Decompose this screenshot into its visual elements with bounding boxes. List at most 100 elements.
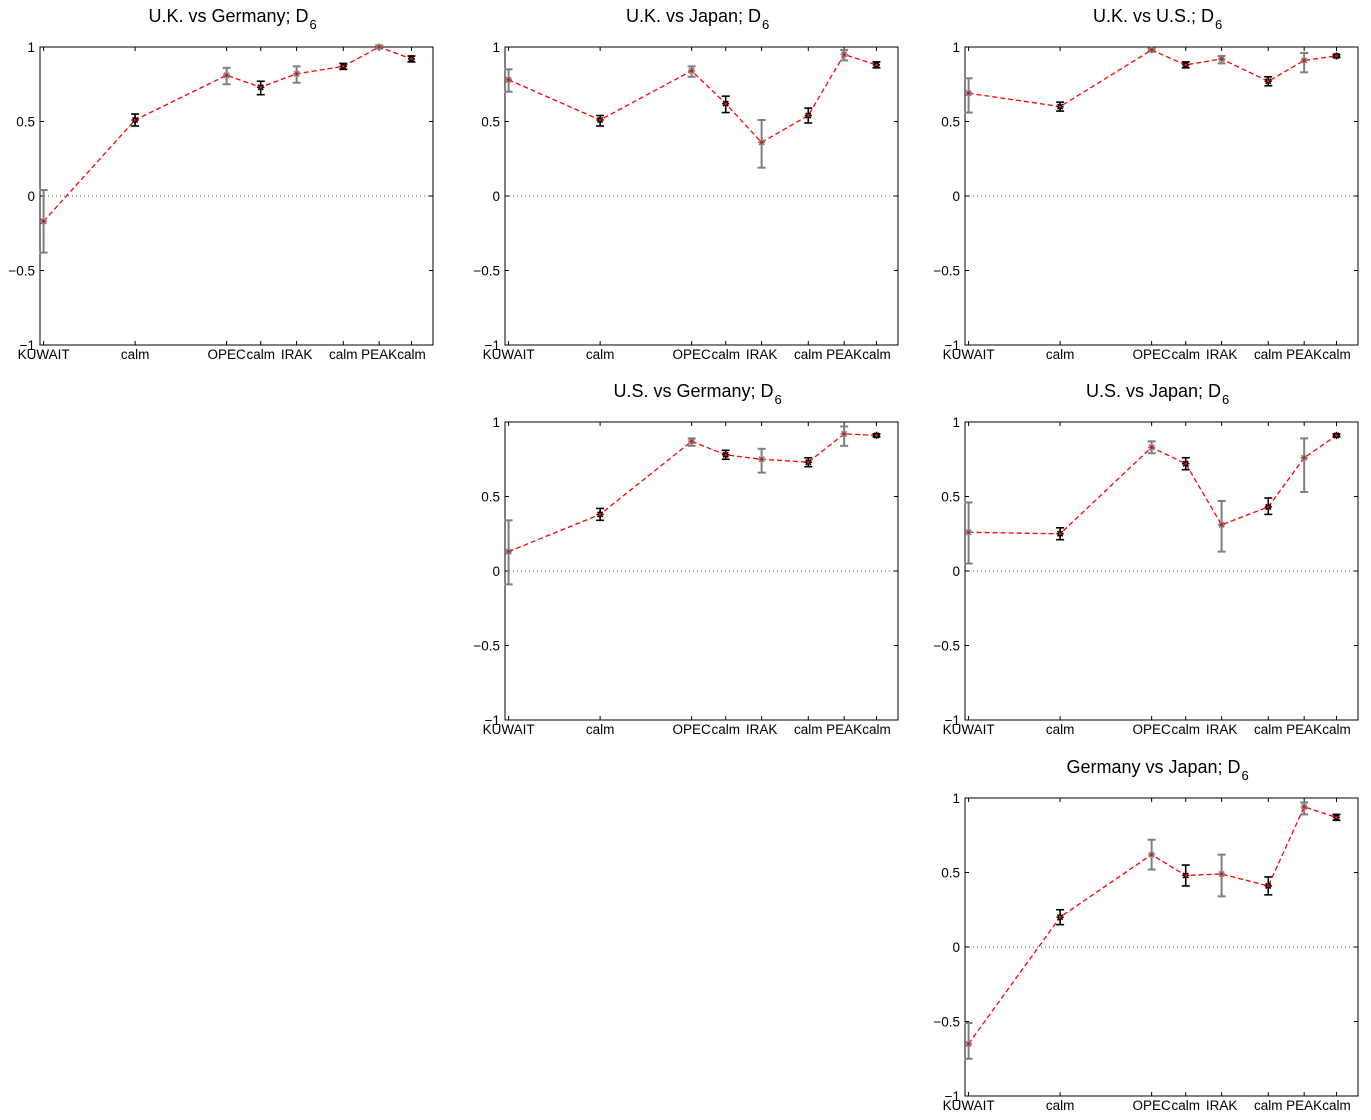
x-tick-label: calm bbox=[711, 347, 740, 362]
x-tick-label: OPEC bbox=[672, 722, 711, 737]
data-point bbox=[840, 430, 848, 438]
data-point bbox=[840, 50, 848, 59]
data-point bbox=[293, 70, 301, 78]
data-point bbox=[504, 76, 513, 84]
series-line bbox=[968, 49, 1337, 108]
chart-title-subscript: 6 bbox=[1222, 392, 1229, 407]
y-tick-label: 0 bbox=[952, 940, 960, 955]
x-tick-label: calm bbox=[1254, 1098, 1283, 1113]
data-point bbox=[804, 111, 812, 120]
x-tick-label: calm bbox=[794, 722, 823, 737]
y-tick-label: 0 bbox=[492, 189, 500, 204]
data-point bbox=[1056, 103, 1064, 111]
x-tick-label: IRAK bbox=[746, 722, 778, 737]
y-tick-label: 0.5 bbox=[481, 490, 500, 505]
data-point bbox=[223, 71, 231, 79]
chart-title: U.K. vs U.S.; D bbox=[1093, 6, 1214, 26]
data-point bbox=[1332, 431, 1341, 440]
y-tick-label: 0 bbox=[27, 189, 35, 204]
x-tick-label: KUWAIT bbox=[943, 722, 995, 737]
data-point bbox=[596, 510, 604, 518]
x-tick-label: calm bbox=[121, 347, 150, 362]
y-tick-label: −0.5 bbox=[933, 264, 960, 279]
x-tick-label: IRAK bbox=[746, 347, 778, 362]
chart-title: U.S. vs Japan; D bbox=[1086, 381, 1221, 401]
y-tick-label: 0 bbox=[492, 564, 500, 579]
x-tick-label: calm bbox=[586, 347, 615, 362]
chart-title: U.S. vs Germany; D bbox=[613, 381, 773, 401]
chart-title-subscript: 6 bbox=[775, 392, 782, 407]
y-tick-label: −1 bbox=[485, 713, 500, 728]
data-point bbox=[722, 451, 730, 459]
y-tick-label: −0.5 bbox=[933, 1015, 960, 1030]
x-tick-label: OPEC bbox=[1132, 722, 1171, 737]
data-point bbox=[39, 217, 48, 225]
data-point bbox=[375, 43, 383, 51]
y-tick-label: 1 bbox=[492, 40, 500, 55]
data-point bbox=[1300, 803, 1308, 811]
x-tick-label: OPEC bbox=[207, 347, 246, 362]
data-point bbox=[688, 67, 696, 75]
x-tick-label: calm bbox=[1171, 347, 1200, 362]
y-tick-label: 0 bbox=[952, 189, 960, 204]
data-point bbox=[1264, 503, 1272, 511]
x-tick-label: KUWAIT bbox=[483, 722, 535, 737]
data-point bbox=[131, 116, 139, 124]
x-tick-label: calm bbox=[1322, 347, 1351, 362]
y-tick-label: 0.5 bbox=[16, 115, 35, 130]
x-tick-label: IRAK bbox=[1206, 1098, 1238, 1113]
x-tick-label: calm bbox=[246, 347, 275, 362]
data-point bbox=[1332, 813, 1341, 821]
data-point bbox=[872, 61, 881, 69]
data-point bbox=[1056, 913, 1064, 921]
y-tick-label: 0.5 bbox=[941, 490, 960, 505]
x-tick-label: calm bbox=[862, 722, 891, 737]
x-tick-label: IRAK bbox=[1206, 347, 1238, 362]
x-tick-label: PEAK bbox=[1286, 347, 1322, 362]
data-point bbox=[596, 116, 604, 124]
data-point bbox=[1182, 871, 1190, 880]
x-tick-label: calm bbox=[1254, 722, 1283, 737]
chart-panel-6: Germany vs Japan; D 6 −1 −0.5 0 0.5 1 KUWAIT cal… bbox=[933, 757, 1359, 1113]
x-tick-label: IRAK bbox=[281, 347, 313, 362]
data-point bbox=[1056, 530, 1064, 538]
x-tick-label: calm bbox=[711, 722, 740, 737]
x-tick-label: PEAK bbox=[1286, 722, 1322, 737]
data-point bbox=[872, 431, 881, 440]
series-line bbox=[968, 434, 1337, 535]
x-tick-label: calm bbox=[329, 347, 358, 362]
x-tick-label: calm bbox=[794, 347, 823, 362]
series-line bbox=[43, 46, 412, 222]
x-tick-label: calm bbox=[1254, 347, 1283, 362]
x-tick-label: KUWAIT bbox=[943, 347, 995, 362]
x-tick-label: PEAK bbox=[826, 722, 862, 737]
chart-title: U.K. vs Japan; D bbox=[626, 6, 761, 26]
data-point bbox=[339, 62, 347, 70]
chart-title-subscript: 6 bbox=[1242, 768, 1249, 783]
y-tick-label: 0.5 bbox=[941, 115, 960, 130]
y-tick-label: −1 bbox=[945, 713, 960, 728]
x-tick-label: calm bbox=[1322, 722, 1351, 737]
data-point bbox=[1218, 521, 1226, 529]
data-point bbox=[504, 548, 513, 556]
data-point bbox=[1300, 56, 1308, 65]
y-tick-label: 1 bbox=[492, 415, 500, 430]
chart-title-subscript: 6 bbox=[1215, 17, 1222, 32]
data-point bbox=[1264, 77, 1272, 85]
data-point bbox=[1182, 460, 1190, 468]
y-tick-label: 1 bbox=[952, 415, 960, 430]
data-point bbox=[964, 1040, 973, 1048]
data-point bbox=[1148, 46, 1156, 54]
y-tick-label: −0.5 bbox=[473, 264, 500, 279]
x-tick-label: OPEC bbox=[1132, 1098, 1171, 1113]
data-point bbox=[758, 138, 766, 146]
x-tick-label: PEAK bbox=[1286, 1098, 1322, 1113]
data-point bbox=[1332, 52, 1341, 60]
x-tick-label: calm bbox=[1046, 1098, 1075, 1113]
data-point bbox=[257, 83, 265, 91]
